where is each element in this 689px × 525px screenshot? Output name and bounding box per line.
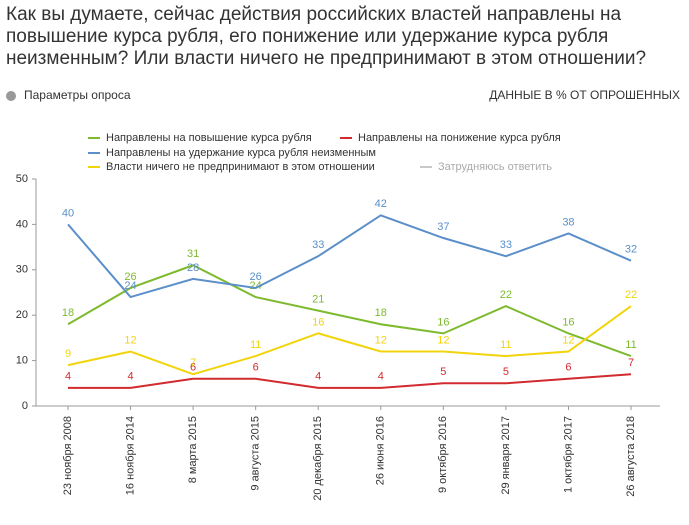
data-label: 12 [124,334,136,346]
data-label: 24 [250,280,262,292]
data-label: 26 [124,271,136,283]
data-label: 18 [375,307,387,319]
x-tick-label: 20 декабря 2015 [312,416,324,501]
data-label: 26 [250,271,262,283]
x-tick-label: 23 ноября 2008 [62,416,74,495]
data-label: 7 [190,357,196,369]
data-label: 12 [375,334,387,346]
legend-label: Направлены на повышение курса рубля [106,132,312,144]
data-label: 22 [500,289,512,301]
x-tick-label: 9 августа 2015 [250,416,262,491]
x-tick-label: 8 марта 2015 [187,416,199,483]
data-label: 16 [562,316,574,328]
data-label: 12 [437,334,449,346]
legend-label: Власти ничего не предпринимают в этом от… [106,161,375,173]
x-tick-label: 26 августа 2018 [625,416,637,497]
data-label: 28 [187,262,199,274]
data-label: 11 [500,339,511,351]
data-label: 32 [625,244,637,256]
data-label: 5 [503,366,509,378]
data-label: 38 [562,216,574,228]
y-tick-label: 30 [16,264,28,276]
data-label: 22 [625,289,637,301]
data-label: 33 [312,239,324,251]
data-label: 21 [312,294,324,306]
series-line [67,264,632,358]
data-label: 7 [628,357,634,369]
y-tick-label: 20 [16,309,28,321]
y-tick-label: 10 [16,355,28,367]
data-label: 6 [253,362,259,374]
data-label: 37 [437,221,449,233]
survey-params[interactable]: Параметры опроса [24,88,131,102]
series-line [67,305,632,376]
data-label: 4 [378,371,384,383]
data-label: 12 [562,334,574,346]
data-label: 4 [315,371,321,383]
data-label: 16 [312,316,324,328]
data-label: 11 [625,339,636,351]
data-label: 40 [62,207,74,219]
data-label: 11 [250,339,261,351]
data-label: 4 [65,371,71,383]
x-tick-label: 29 января 2017 [500,416,512,495]
data-label: 9 [65,348,71,360]
legend-label: Затрудняюсь ответить [438,161,552,173]
data-label: 6 [190,362,196,374]
x-tick-label: 16 ноября 2014 [124,416,136,495]
y-tick-label: 40 [16,218,28,230]
data-label: 31 [187,248,199,260]
y-tick-label: 0 [22,400,28,412]
x-tick-label: 1 октября 2017 [562,416,574,493]
y-tick-label: 50 [16,173,28,185]
data-label: 6 [565,362,571,374]
data-label: 24 [124,280,136,292]
data-label: 42 [375,198,387,210]
series-line [68,373,632,389]
chart-title: Как вы думаете, сейчас действия российск… [6,4,647,69]
data-label: 16 [437,316,449,328]
data-label: 4 [127,371,133,383]
legend-label: Направлены на удержание курса рубля неиз… [106,147,376,159]
units-note: ДАННЫЕ В % ОТ ОПРОШЕННЫХ [489,88,680,102]
info-icon[interactable] [6,91,16,101]
x-tick-label: 9 октября 2016 [437,416,449,493]
data-label: 33 [500,239,512,251]
x-tick-label: 26 июня 2016 [375,416,387,485]
legend-label: Направлены на понижение курса рубля [358,132,561,144]
data-label: 18 [62,307,74,319]
data-label: 5 [440,366,446,378]
series-line [67,214,632,299]
